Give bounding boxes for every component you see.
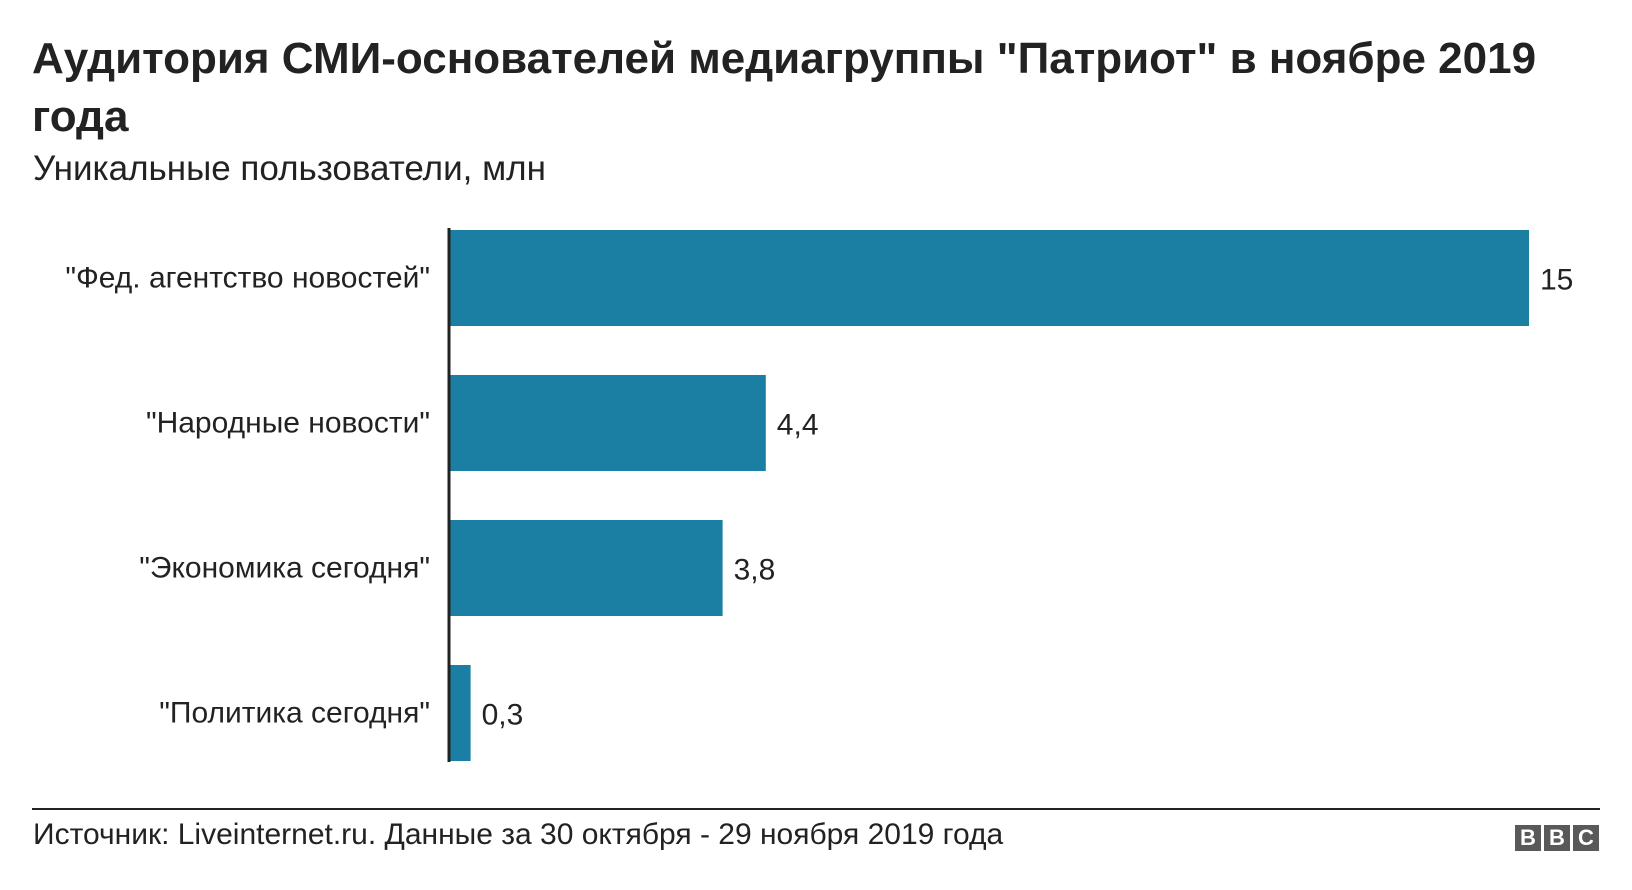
bar-1	[449, 230, 1529, 326]
value-label-1: 15	[1540, 264, 1573, 297]
bbc-logo: B B C	[1515, 825, 1599, 851]
bbc-logo-letter-1: B	[1515, 825, 1541, 851]
value-label-4: 0,3	[482, 699, 524, 732]
category-label-4: "Политика сегодня"	[159, 697, 430, 730]
footer-divider	[32, 808, 1600, 810]
bar-2	[449, 375, 766, 471]
source-note: Источник: Liveinternet.ru. Данные за 30 …	[33, 818, 1004, 851]
category-label-2: "Народные новости"	[146, 407, 430, 440]
bbc-logo-letter-3: C	[1573, 825, 1599, 851]
bar-3	[449, 520, 723, 616]
bar-4	[449, 665, 471, 761]
category-label-3: "Экономика сегодня"	[139, 552, 430, 585]
bbc-logo-letter-2: B	[1544, 825, 1570, 851]
value-label-2: 4,4	[777, 409, 819, 442]
chart-title: Аудитория СМИ-основателей медиагруппы "П…	[32, 34, 1537, 141]
chart-subtitle: Уникальные пользователи, млн	[33, 149, 546, 188]
value-label-3: 3,8	[734, 554, 776, 587]
category-label-1: "Фед. агентство новостей"	[65, 262, 430, 295]
